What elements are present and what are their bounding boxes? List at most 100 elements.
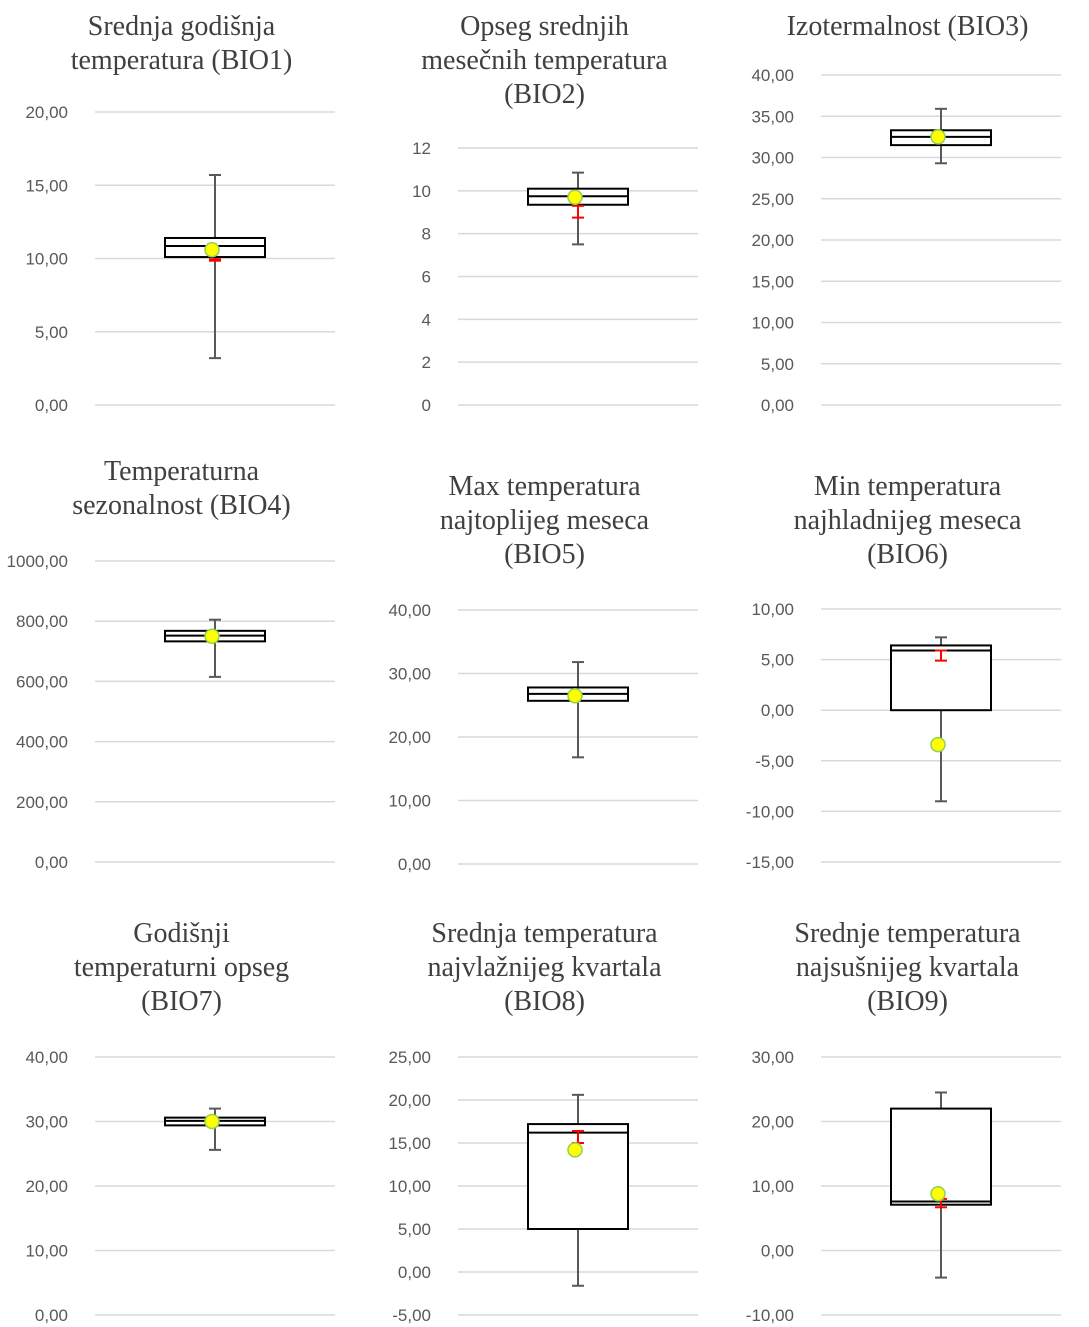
y-tick-label: 20,00 [751,231,794,250]
mean-marker [204,1113,220,1130]
y-tick-label: -10,00 [746,1306,794,1325]
y-tick-label: 10,00 [388,792,431,811]
y-tick-label: -15,00 [746,853,794,872]
boxplot-bio4: 0,00 200,00 400,00 600,00 800,00 1000,00 [7,552,335,872]
y-tick-label: -10,00 [746,802,794,821]
boxplot-bio5: 0,00 10,00 20,00 30,00 40,00 [388,601,698,874]
y-tick-label: 0,00 [398,855,431,874]
y-tick-label: 40,00 [751,66,794,85]
chart-title-line: Srednja godišnja [87,11,276,42]
y-tick-label: 25,00 [751,190,794,209]
y-tick-label: 0,00 [761,701,794,720]
chart-title: Godišnji temperaturni opseg (BIO7) [0,917,363,1019]
chart-title-line: najhladnijeg meseca [793,505,1022,536]
y-tick-label: 10 [412,182,431,201]
chart-title-line: temperaturni opseg [73,952,290,983]
chart-title: Srednje temperatura najsušnijeg kvartala… [726,917,1089,1019]
panel-bio1: Srednja godišnja temperatura (BIO1) 0,00… [0,0,363,440]
chart-title: Opseg srednjih mesečnih temperatura (BIO… [363,10,726,112]
boxplot-bio6: -15,00 -10,00 -5,00 0,00 5,00 10,00 [746,600,1061,872]
chart-title-line: (BIO9) [867,986,948,1017]
chart-title: Izotermalnost (BIO3) [726,10,1089,44]
y-tick-label: 4 [422,310,431,329]
y-tick-label: 600,00 [16,672,68,691]
boxplot-bio1: 0,00 5,00 10,00 15,00 20,00 [25,103,335,415]
y-tick-label: 5,00 [35,323,68,342]
chart-title-line: najtoplijeg meseca [439,505,650,536]
boxplot-bio9: -10,00 0,00 10,00 20,00 30,00 [746,1048,1061,1325]
y-tick-label: 15,00 [388,1134,431,1153]
boxplot-bio8: -5,00 0,00 5,00 10,00 15,00 20,00 25,00 [388,1048,698,1325]
y-tick-label: 0,00 [761,1242,794,1261]
y-tick-label: 6 [422,268,431,287]
chart-title-line: najvlažnijeg kvartala [427,952,662,983]
y-tick-label: 10,00 [751,314,794,333]
y-tick-label: 20,00 [25,103,68,122]
y-tick-label: 8 [422,225,431,244]
chart-title-line: (BIO8) [504,986,585,1017]
y-tick-label: 2 [422,353,431,372]
y-tick-label: -5,00 [755,752,794,771]
mean-marker [567,189,583,206]
chart-title: Srednja temperatura najvlažnijeg kvartal… [363,917,726,1019]
panel-bio2: Opseg srednjih mesečnih temperatura (BIO… [363,0,726,440]
y-tick-label: 10,00 [751,1177,794,1196]
y-tick-label: 35,00 [751,107,794,126]
chart-title-line: mesečnih temperatura [421,45,668,76]
y-tick-label: 0,00 [761,396,794,415]
y-tick-label: 20,00 [388,728,431,747]
chart-title-line: (BIO5) [504,539,585,570]
panel-bio7: Godišnji temperaturni opseg (BIO7) 0,00 1… [0,880,363,1327]
panel-bio6: Min temperatura najhladnijeg meseca (BIO… [726,440,1089,880]
y-tick-label: 1000,00 [7,552,68,571]
y-tick-label: 12 [412,139,431,158]
y-tick-label: 25,00 [388,1048,431,1067]
y-tick-label: 5,00 [398,1220,431,1239]
y-tick-label: 40,00 [388,601,431,620]
mean-marker [930,1185,946,1202]
y-tick-label: 5,00 [761,651,794,670]
y-tick-label: 30,00 [751,149,794,168]
y-tick-label: 0,00 [35,853,68,872]
y-tick-label: 30,00 [751,1048,794,1067]
y-tick-label: 800,00 [16,612,68,631]
y-tick-label: 30,00 [388,665,431,684]
y-tick-label: 0 [422,396,431,415]
y-tick-label: 10,00 [388,1177,431,1196]
boxplot-bio2: 0 2 4 6 8 10 12 [412,139,698,415]
y-tick-label: 40,00 [25,1048,68,1067]
y-tick-label: 200,00 [16,793,68,812]
chart-title-line: Srednja temperatura [431,918,658,949]
y-tick-label: 400,00 [16,733,68,752]
y-tick-label: 0,00 [35,1306,68,1325]
chart-title-line: temperatura (BIO1) [70,45,293,76]
chart-title: Temperaturna sezonalnost (BIO4) [0,455,363,523]
chart-title-line: Max temperatura [448,471,641,502]
mean-marker [204,628,220,644]
panel-bio5: Max temperatura najtoplijeg meseca (BIO5… [363,440,726,880]
chart-title-line: (BIO2) [504,79,585,110]
y-tick-label: 20,00 [25,1177,68,1196]
y-tick-label: 0,00 [35,396,68,415]
chart-title: Srednja godišnja temperatura (BIO1) [0,10,363,78]
chart-title: Min temperatura najhladnijeg meseca (BIO… [726,470,1089,572]
chart-title: Max temperatura najtoplijeg meseca (BIO5… [363,470,726,572]
boxplot-bio7: 0,00 10,00 20,00 30,00 40,00 [25,1048,335,1325]
y-tick-label: 5,00 [761,355,794,374]
chart-title-line: Temperaturna [103,456,260,487]
boxplot-bio3: 0,00 5,00 10,00 15,00 20,00 25,00 30,00 35,00 40… [751,66,1061,415]
chart-title-line: sezonalnost (BIO4) [72,490,291,521]
chart-title-line: Opseg srednjih [460,11,629,42]
y-tick-label: 10,00 [751,600,794,619]
chart-title-line: Godišnji [133,918,230,949]
panel-bio4: Temperaturna sezonalnost (BIO4) 0,00 200,… [0,440,363,880]
chart-title-line: Min temperatura [813,471,1002,502]
chart-title-line: najsušnijeg kvartala [795,952,1020,983]
y-tick-label: 20,00 [751,1113,794,1132]
mean-marker [930,736,946,753]
mean-marker [930,129,946,145]
mean-marker [567,1142,583,1158]
y-tick-label: 0,00 [398,1263,431,1282]
chart-title-line: (BIO6) [867,539,948,570]
